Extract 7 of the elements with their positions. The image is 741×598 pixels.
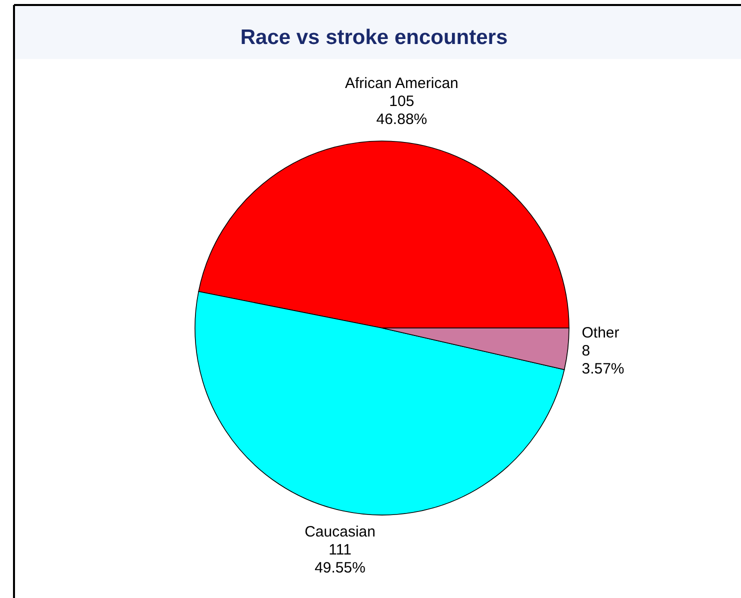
chart-title: Race vs stroke encounters [240, 26, 508, 49]
data-label: 111 49.55% [314, 542, 366, 577]
slice-label: Caucasian [304, 524, 376, 541]
data-label: 105 46.88% [376, 92, 428, 128]
data-label: 8 3.57% [582, 342, 624, 378]
slice-label: Other [582, 324, 620, 342]
slice-label: African American [345, 74, 458, 92]
